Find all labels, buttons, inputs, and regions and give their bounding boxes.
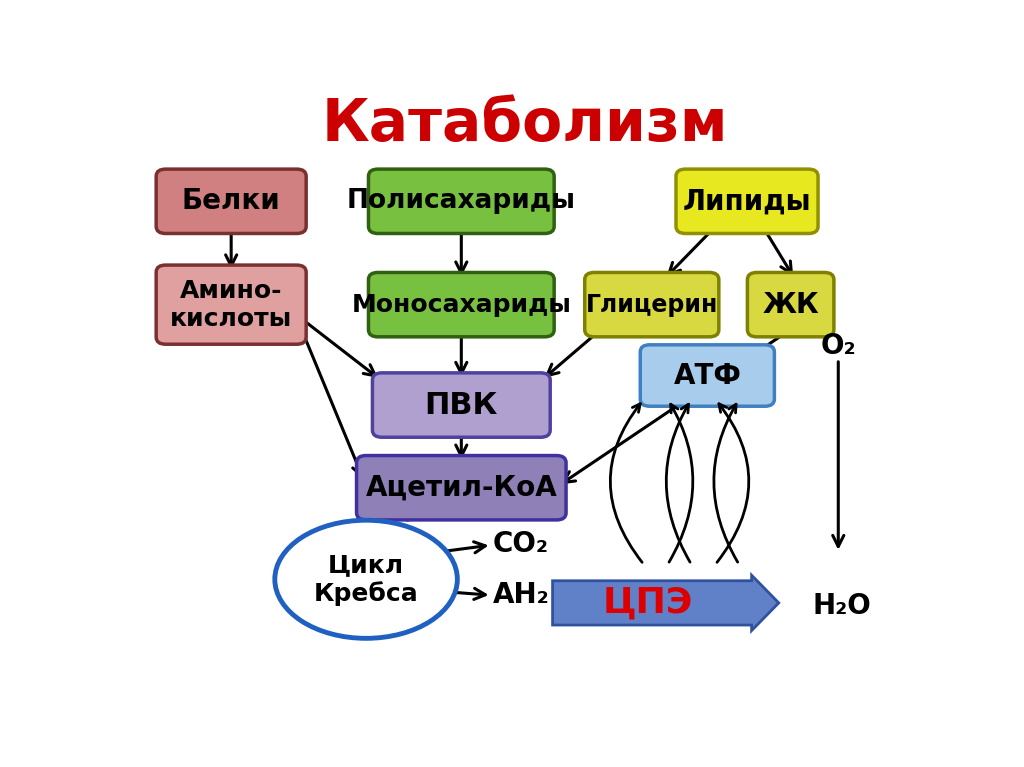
Text: CO₂: CO₂ [493, 530, 549, 558]
FancyArrow shape [553, 575, 779, 630]
FancyBboxPatch shape [369, 272, 554, 337]
Text: ЖК: ЖК [762, 291, 819, 318]
Text: Моносахариды: Моносахариды [351, 293, 571, 317]
Text: Липиды: Липиды [683, 187, 811, 216]
Text: O₂: O₂ [820, 332, 856, 360]
Text: ЦПЭ: ЦПЭ [602, 586, 692, 620]
FancyBboxPatch shape [585, 272, 719, 337]
Text: Амино-
кислоты: Амино- кислоты [170, 278, 292, 331]
FancyBboxPatch shape [748, 272, 834, 337]
Text: ПВК: ПВК [425, 390, 498, 420]
FancyBboxPatch shape [157, 169, 306, 233]
FancyBboxPatch shape [676, 169, 818, 233]
Text: Ацетил-КоА: Ацетил-КоА [366, 474, 557, 502]
Ellipse shape [274, 520, 458, 638]
Text: Цикл
Кребса: Цикл Кребса [313, 553, 419, 606]
FancyBboxPatch shape [640, 345, 774, 407]
Text: АТФ: АТФ [674, 361, 741, 390]
Text: Белки: Белки [182, 187, 281, 216]
FancyBboxPatch shape [369, 169, 554, 233]
Text: Полисахариды: Полисахариды [347, 189, 575, 214]
FancyBboxPatch shape [356, 456, 566, 520]
FancyBboxPatch shape [157, 265, 306, 344]
Text: Глицерин: Глицерин [586, 293, 718, 317]
Text: H₂O: H₂O [813, 592, 871, 620]
FancyBboxPatch shape [373, 373, 550, 437]
Text: AH₂: AH₂ [493, 581, 549, 609]
Text: Катаболизм: Катаболизм [322, 96, 728, 153]
